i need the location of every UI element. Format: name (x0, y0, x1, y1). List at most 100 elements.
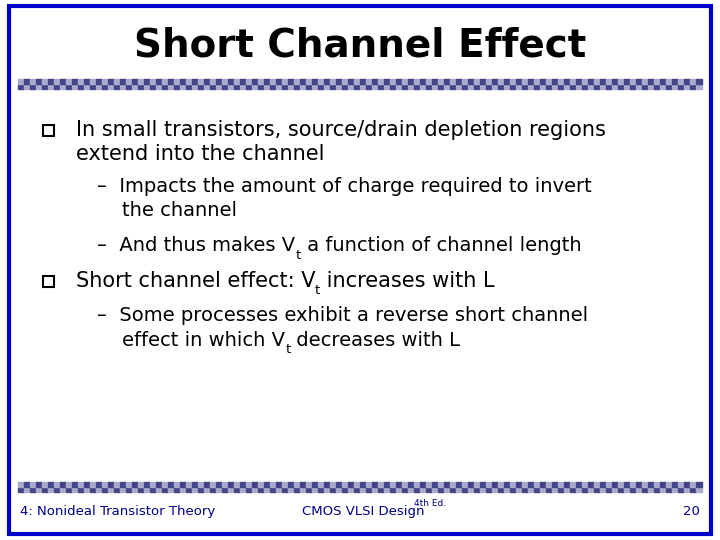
Bar (330, 482, 336, 488)
Bar (168, 488, 174, 492)
Bar (456, 482, 462, 488)
Bar (198, 79, 204, 84)
Bar (276, 79, 282, 84)
Bar (684, 79, 690, 84)
Bar (48, 482, 54, 488)
Bar (534, 488, 540, 492)
Bar (282, 84, 288, 89)
Bar (288, 79, 294, 84)
Bar (150, 488, 156, 492)
Bar (108, 84, 114, 89)
Bar (336, 488, 342, 492)
Bar (306, 79, 312, 84)
Bar (390, 488, 396, 492)
Bar (498, 84, 504, 89)
Bar (396, 79, 402, 84)
Bar (444, 79, 450, 84)
Bar (594, 84, 600, 89)
Bar (300, 488, 306, 492)
Bar (246, 482, 252, 488)
Bar (456, 79, 462, 84)
Bar (690, 84, 696, 89)
Bar (666, 482, 672, 488)
Bar (270, 84, 276, 89)
Bar (438, 84, 444, 89)
Bar (588, 482, 594, 488)
Bar (186, 79, 192, 84)
Bar (600, 488, 606, 492)
Bar (336, 482, 342, 488)
Bar (318, 84, 324, 89)
Bar (390, 84, 396, 89)
Bar (312, 84, 318, 89)
Bar (36, 79, 42, 84)
Bar (504, 488, 510, 492)
Bar (546, 482, 552, 488)
Bar (354, 482, 360, 488)
Bar (24, 488, 30, 492)
Bar (276, 488, 282, 492)
Bar (486, 488, 492, 492)
Bar (348, 482, 354, 488)
Bar (606, 488, 612, 492)
Bar (612, 84, 618, 89)
Bar (420, 84, 426, 89)
Bar (600, 84, 606, 89)
Bar (102, 488, 108, 492)
Bar (168, 482, 174, 488)
Bar (498, 482, 504, 488)
Bar (156, 488, 162, 492)
Bar (516, 79, 522, 84)
Bar (618, 84, 624, 89)
Bar (450, 488, 456, 492)
Bar (372, 482, 378, 488)
Bar (354, 84, 360, 89)
Text: –  And thus makes V: – And thus makes V (97, 236, 295, 255)
Bar (678, 84, 684, 89)
Bar (72, 488, 78, 492)
Bar (432, 488, 438, 492)
Bar (114, 79, 120, 84)
Bar (174, 482, 180, 488)
Text: CMOS VLSI Design: CMOS VLSI Design (302, 505, 425, 518)
Bar (228, 488, 234, 492)
Bar (156, 482, 162, 488)
Bar (204, 482, 210, 488)
Bar (576, 482, 582, 488)
Bar (480, 79, 486, 84)
Bar (162, 482, 168, 488)
Bar (102, 79, 108, 84)
Bar (402, 482, 408, 488)
Bar (528, 482, 534, 488)
Bar (348, 79, 354, 84)
Bar (180, 84, 186, 89)
Bar (210, 482, 216, 488)
Text: effect in which V: effect in which V (97, 330, 285, 350)
Bar (168, 84, 174, 89)
Bar (570, 79, 576, 84)
Bar (660, 84, 666, 89)
Bar (408, 79, 414, 84)
Bar (612, 482, 618, 488)
Bar (30, 79, 36, 84)
Bar (306, 488, 312, 492)
Bar (162, 488, 168, 492)
Bar (252, 482, 258, 488)
Bar (312, 488, 318, 492)
Bar (43, 125, 54, 136)
Bar (516, 488, 522, 492)
Bar (522, 488, 528, 492)
Bar (540, 79, 546, 84)
Bar (228, 79, 234, 84)
Bar (66, 79, 72, 84)
Bar (324, 488, 330, 492)
Bar (102, 482, 108, 488)
Bar (546, 79, 552, 84)
Bar (396, 488, 402, 492)
Bar (420, 79, 426, 84)
Bar (588, 84, 594, 89)
Bar (492, 482, 498, 488)
Bar (486, 79, 492, 84)
Bar (240, 488, 246, 492)
Bar (396, 482, 402, 488)
